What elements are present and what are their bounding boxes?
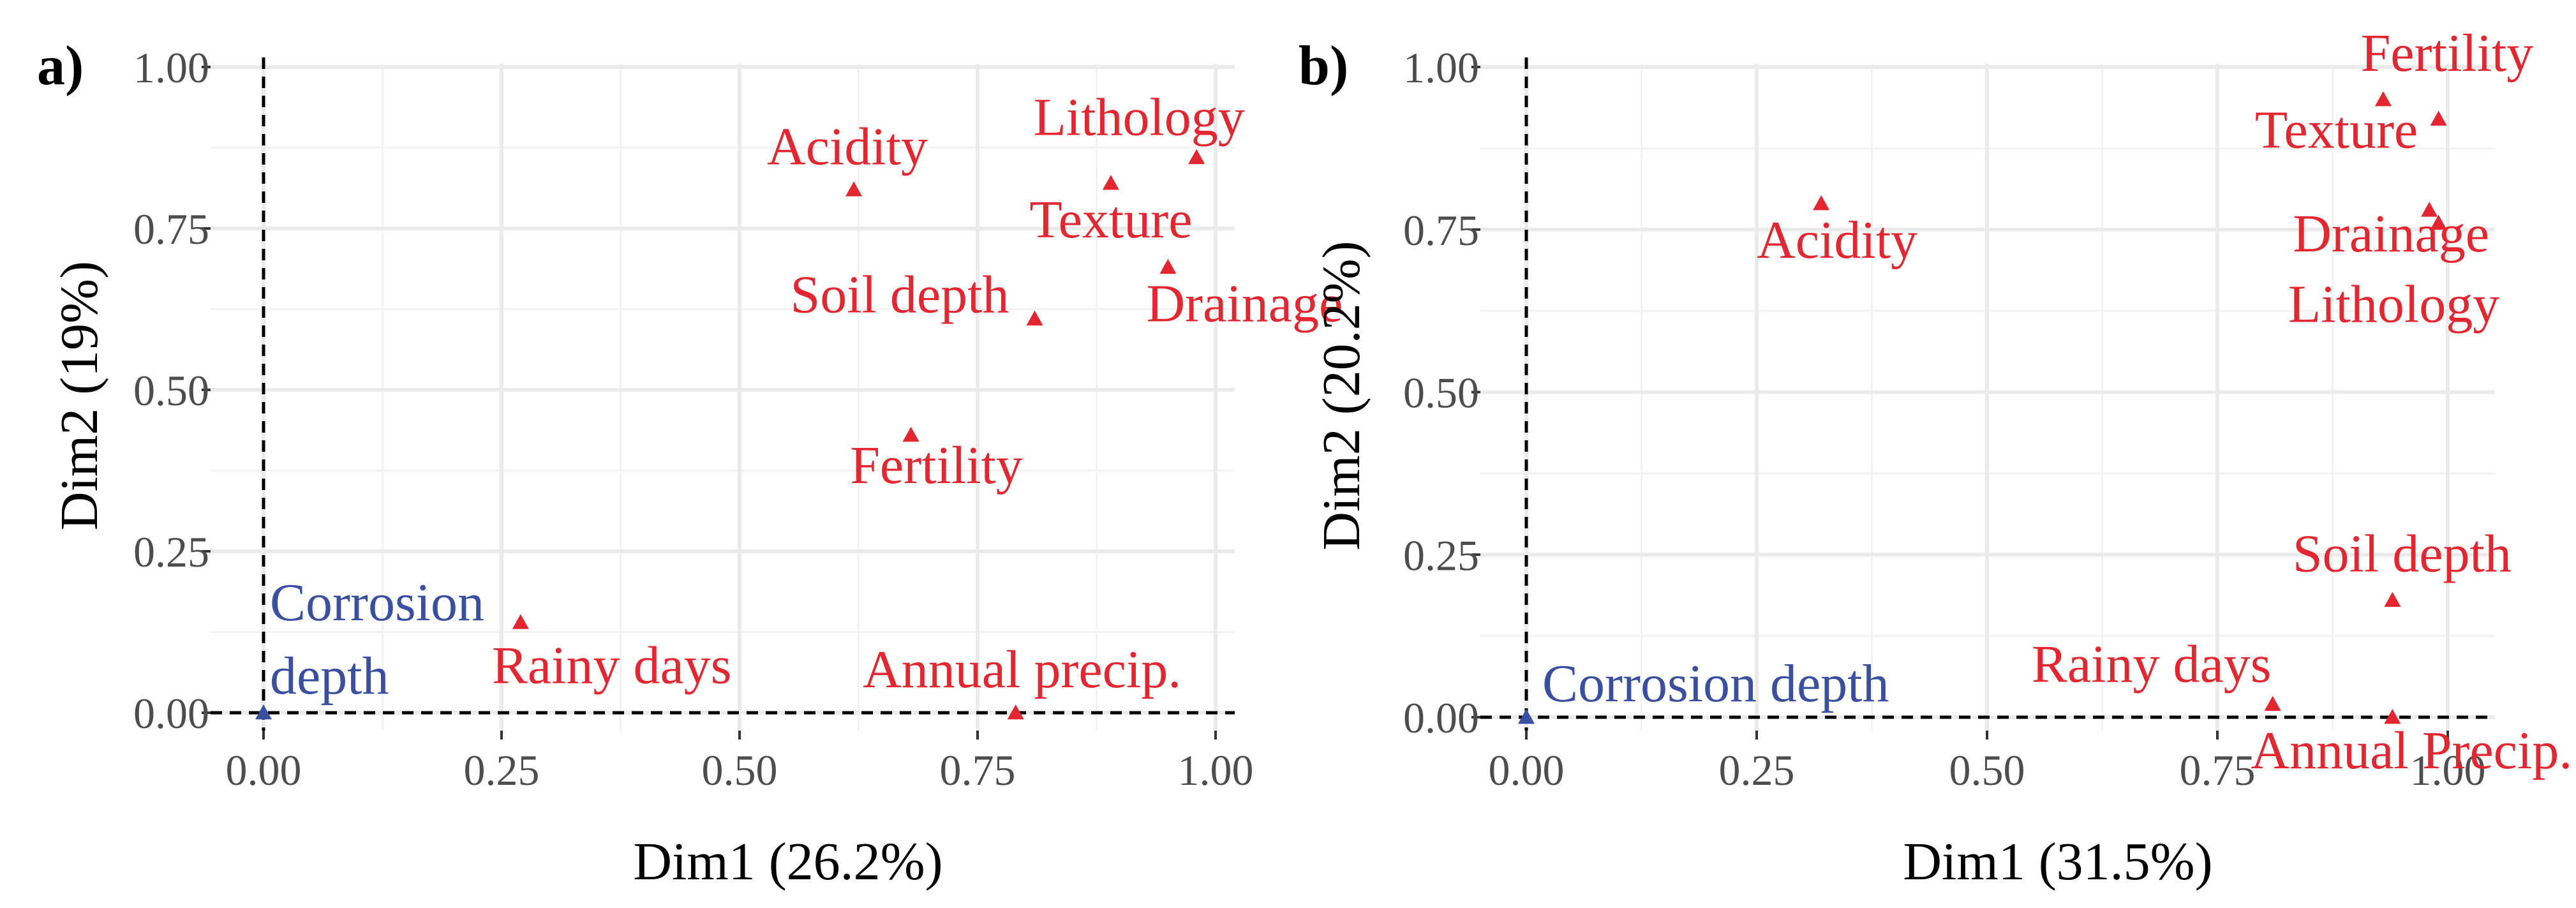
point-marker-triangle (845, 181, 863, 197)
point-marker-triangle (2264, 696, 2281, 711)
point-marker-triangle (1813, 195, 1830, 211)
panel-b-y-axis-title: Dim2 (20.2%) (1312, 241, 1371, 550)
x-tick-label: 1.00 (1178, 746, 1254, 794)
x-tick-label: 0.75 (2180, 746, 2256, 794)
x-tick-label: 0.75 (940, 746, 1016, 794)
panel-a-reference-lines (211, 57, 1235, 731)
point-marker-triangle (512, 614, 529, 629)
panel-b-ticks: 0.00 0.25 0.50 0.75 1.00 0.00 0.25 0.50 0.75 1.00 (1403, 43, 2486, 794)
point-label: Soil depth (791, 265, 1009, 325)
point-marker-triangle (902, 426, 919, 442)
panel-b: 0.00 0.25 0.50 0.75 1.00 0.00 0.25 0.50 0.75 1.00… (1299, 24, 2572, 891)
point-label: Rainy days (2032, 635, 2272, 694)
point-marker-triangle (255, 704, 272, 720)
panel-a: 0.00 0.25 0.50 0.75 1.00 0.00 0.25 0.50 0.75 1.00… (37, 35, 1343, 891)
panel-a-points: Corrosion depth Rainy days Annual precip. Fe… (255, 88, 1343, 720)
x-tick-label: 0.00 (1489, 746, 1565, 794)
y-tick-label: 0.75 (133, 205, 209, 253)
point-label: Acidity (1757, 211, 1917, 270)
point-marker-triangle (1102, 175, 1119, 190)
point-marker-triangle (1007, 704, 1024, 720)
y-tick-label: 0.00 (1403, 694, 1479, 742)
point-marker-triangle (2421, 202, 2438, 217)
panel-a-y-axis-title: Dim2 (19%) (50, 261, 109, 530)
panel-b-label: b) (1299, 35, 1348, 97)
panel-a-ticks: 0.00 0.25 0.50 0.75 1.00 0.00 0.25 0.50 0.75 1.00 (133, 43, 1254, 794)
point-label: Lithology (1033, 88, 1244, 147)
point-label-line2: depth (270, 646, 389, 706)
panel-a-label: a) (37, 35, 84, 97)
point-label: Annual Precip. (2251, 721, 2572, 780)
y-tick-label: 0.50 (1403, 369, 1479, 417)
x-tick-label: 0.25 (1719, 746, 1795, 794)
panel-a-x-axis-title: Dim1 (26.2%) (633, 832, 942, 891)
point-label: Corrosion (270, 573, 484, 632)
x-tick-label: 0.25 (464, 746, 540, 794)
point-label: Corrosion depth (1542, 654, 1889, 713)
y-tick-label: 0.50 (133, 366, 209, 415)
point-marker-triangle (2384, 592, 2401, 607)
point-marker-triangle (2430, 214, 2447, 230)
y-tick-label: 1.00 (1403, 43, 1479, 92)
point-label: Rainy days (492, 636, 732, 695)
y-tick-label: 0.00 (133, 689, 209, 738)
point-label: Texture (1029, 190, 1192, 249)
point-label: Fertility (850, 436, 1023, 495)
point-marker-triangle (2374, 91, 2392, 107)
panel-b-points: Corrosion depth Rainy days Annual Precip. S… (1518, 24, 2572, 780)
point-marker-triangle (1518, 709, 1535, 724)
point-marker-triangle (1188, 149, 1205, 165)
x-tick-label: 0.50 (1949, 746, 2025, 794)
point-label: Annual precip. (863, 640, 1181, 699)
point-marker-triangle (2430, 110, 2447, 126)
point-label: Lithology (2288, 275, 2499, 334)
y-tick-label: 0.25 (133, 528, 209, 576)
y-tick-label: 1.00 (133, 43, 209, 92)
point-label: Soil depth (2293, 525, 2512, 584)
panel-b-gridlines (1480, 64, 2495, 731)
panel-b-x-axis-title: Dim1 (31.5%) (1903, 832, 2212, 891)
y-tick-label: 0.75 (1403, 206, 1479, 255)
x-tick-label: 0.50 (702, 746, 778, 794)
panel-b-reference-lines (1480, 57, 2495, 731)
point-label: Acidity (767, 117, 928, 176)
point-label: Drainage (2293, 204, 2489, 264)
point-marker-triangle (1026, 310, 1043, 326)
x-tick-label: 0.00 (226, 746, 302, 794)
point-marker-triangle (1159, 258, 1177, 274)
y-tick-label: 0.25 (1403, 531, 1479, 579)
point-label: Drainage (1146, 274, 1343, 334)
point-label: Texture (2255, 101, 2418, 160)
point-marker-triangle (2384, 709, 2401, 724)
x-tick-label: 1.00 (2410, 746, 2486, 794)
point-label: Fertility (2361, 24, 2534, 83)
